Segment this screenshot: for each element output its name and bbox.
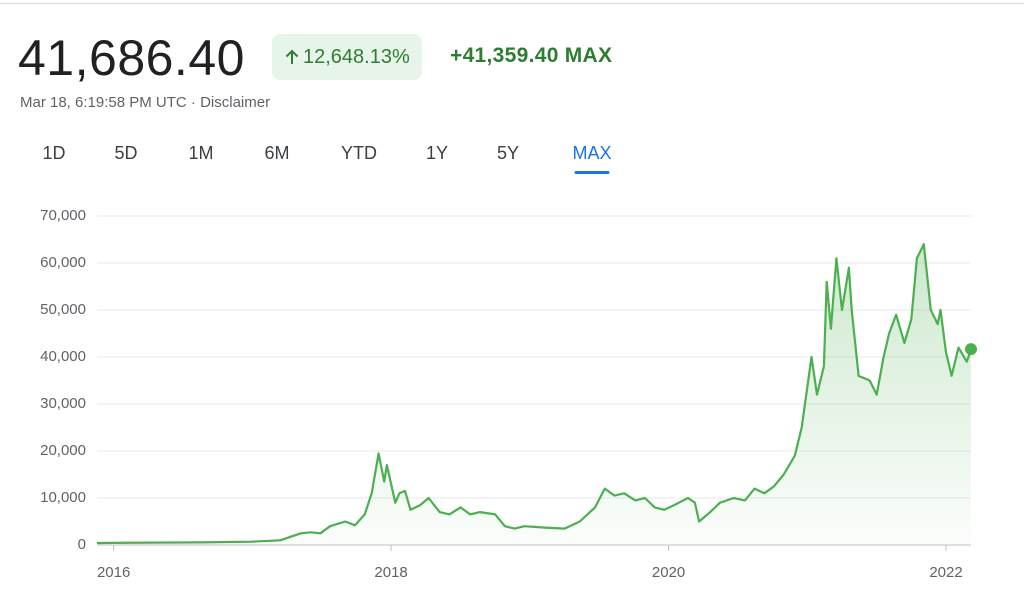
y-tick-label: 10,000 [40, 489, 86, 506]
y-tick-label: 0 [78, 536, 86, 553]
change: +41,359.40 MAX [450, 44, 618, 68]
timestamp-line: Mar 18, 6:19:58 PM UTC · Disclaimer [20, 94, 271, 111]
change-percent: 12,648.13% [303, 45, 410, 68]
area-fill [97, 244, 971, 545]
disclaimer-link[interactable]: Disclaimer [200, 94, 271, 111]
tab-label[interactable]: 5Y [496, 143, 520, 163]
range-tab[interactable]: 5Y [497, 143, 519, 164]
tab-label[interactable]: 6M [264, 143, 290, 163]
up-arrow-icon [285, 49, 299, 64]
x-tick-label: 2020 [652, 564, 685, 581]
change-value: +41,359.40 [450, 44, 559, 67]
x-tick-label: 2022 [929, 564, 962, 581]
range-tab[interactable]: 1M [188, 143, 213, 164]
top-border [0, 3, 1024, 4]
range-tab[interactable]: 1Y [426, 143, 448, 164]
tab-label[interactable]: 5D [114, 143, 138, 163]
range-tab[interactable]: YTD [341, 143, 377, 164]
price-line [96, 243, 973, 545]
y-tick-label: 30,000 [40, 395, 86, 412]
range-tab[interactable]: 6M [264, 143, 289, 164]
range-tab[interactable]: 1D [42, 143, 65, 164]
x-tick-label: 2018 [374, 564, 407, 581]
y-tick-label: 70,000 [40, 207, 86, 224]
tab-label[interactable]: 1M [188, 143, 214, 163]
y-tick-label: 60,000 [40, 254, 86, 271]
timestamp: Mar 18, 6:19:58 PM UTC [20, 94, 187, 111]
chart: 0 10,000 20,000 30,000 40,000 50,000 60,000 70,… [40, 207, 977, 581]
range-tab[interactable]: MAX [572, 143, 612, 174]
period: MAX [564, 44, 613, 67]
tab-underline [574, 171, 610, 174]
y-tick-label: 20,000 [40, 442, 86, 459]
change-percent-badge: 12,648.13% [272, 34, 422, 80]
tab-label[interactable]: MAX [572, 143, 612, 163]
y-tick-label: 50,000 [40, 301, 86, 318]
y-tick-label: 40,000 [40, 348, 86, 365]
price: 41,686.40 [18, 30, 245, 86]
x-tick-label: 2016 [97, 564, 130, 581]
last-point [965, 343, 977, 356]
range-tab[interactable]: 5D [114, 143, 137, 164]
tab-label[interactable]: 1D [42, 143, 66, 163]
tab-label[interactable]: 1Y [425, 143, 449, 163]
range-tabs: 1D 5D 1M 6M YTD 1Y 5Y MAX [0, 143, 700, 179]
tab-label[interactable]: YTD [341, 143, 377, 163]
